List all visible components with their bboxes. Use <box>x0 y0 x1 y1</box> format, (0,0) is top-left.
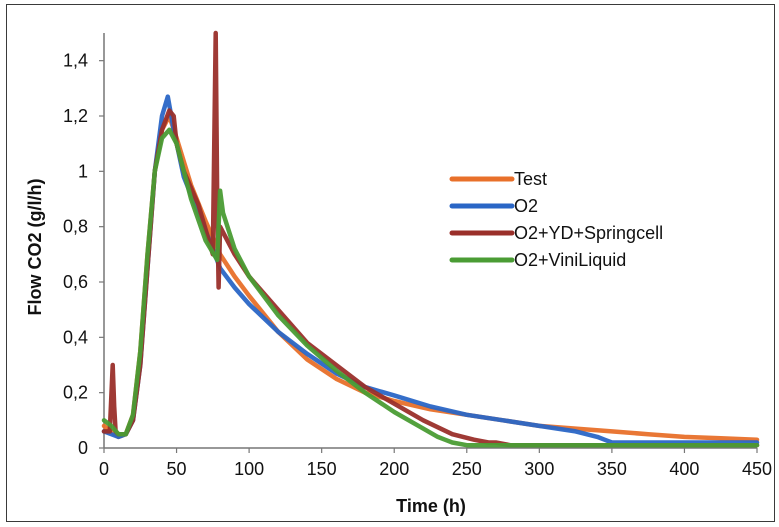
y-tick-label: 0,8 <box>63 217 88 237</box>
legend-label-test: Test <box>514 169 547 189</box>
y-tick-label: 0,2 <box>63 383 88 403</box>
y-tick-label: 1,4 <box>63 51 88 71</box>
axes: 0 50 100 150 200 250 300 350 400 450 0 0,2 0,4 0,6 0,8… <box>63 33 772 479</box>
y-tick-label: 1,2 <box>63 106 88 126</box>
series-line-o2 <box>101 94 760 445</box>
legend-label-o2-yd-springcell: O2+YD+Springcell <box>514 223 663 243</box>
line-chart: 0 50 100 150 200 250 300 350 400 450 0 0,2 0,4 0,6 0,8… <box>25 30 772 516</box>
x-tick-label: 0 <box>99 459 109 479</box>
y-tick-label: 1 <box>78 161 88 181</box>
legend-label-o2: O2 <box>514 196 538 216</box>
x-tick-label: 50 <box>167 459 187 479</box>
x-tick-label: 400 <box>669 459 699 479</box>
x-tick-label: 200 <box>379 459 409 479</box>
x-axis-title: Time (h) <box>396 496 466 516</box>
series-line-test <box>101 113 760 442</box>
y-tick-label: 0,4 <box>63 327 88 347</box>
x-tick-label: 100 <box>234 459 264 479</box>
x-tick-label: 150 <box>307 459 337 479</box>
legend: Test O2 O2+YD+Springcell O2+ViniLiquid <box>449 169 663 270</box>
x-tick-label: 350 <box>597 459 627 479</box>
y-axis-title: Flow CO2 (g/l/h) <box>25 179 45 316</box>
y-tick-label: 0,6 <box>63 272 88 292</box>
x-tick-label: 300 <box>524 459 554 479</box>
chart-frame: 0 50 100 150 200 250 300 350 400 450 0 0,2 0,4 0,6 0,8… <box>6 4 775 522</box>
x-tick-label: 250 <box>452 459 482 479</box>
y-tick-label: 0 <box>78 438 88 458</box>
legend-label-o2-viniliquid: O2+ViniLiquid <box>514 250 626 270</box>
series-lines <box>101 30 760 448</box>
x-tick-label: 450 <box>742 459 772 479</box>
series-line-o2-viniliquid <box>101 127 760 448</box>
